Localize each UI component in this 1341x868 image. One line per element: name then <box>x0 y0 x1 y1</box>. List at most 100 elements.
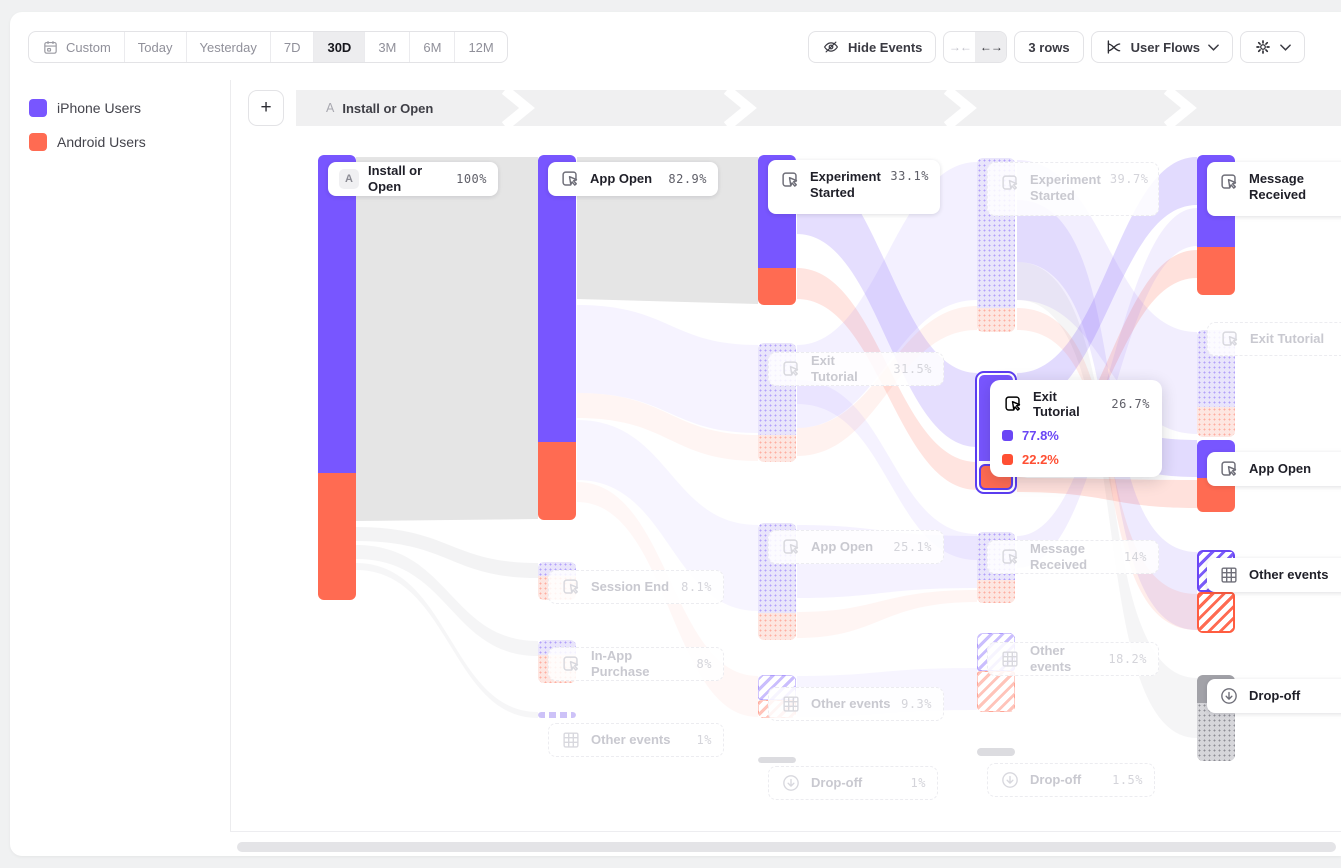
click-icon <box>1219 328 1241 350</box>
flow-node-card-message-received[interactable]: Message Received <box>1207 162 1341 216</box>
click-icon <box>779 169 801 191</box>
flow-node-card-other-events[interactable]: Other events 18.2% <box>987 642 1159 676</box>
sidebar-divider <box>230 80 231 832</box>
date-range-today[interactable]: Today <box>125 32 187 62</box>
flow-node-card-drop-off[interactable]: Drop-off 1.5% <box>987 763 1155 797</box>
flow-node-bar-install-or-open[interactable] <box>318 155 356 600</box>
horizontal-scrollbar[interactable] <box>237 842 1336 852</box>
event-percentage: 82.9% <box>668 172 707 186</box>
chevron-down-icon <box>1280 43 1291 51</box>
settings-dropdown[interactable] <box>1239 31 1305 63</box>
event-label: Drop-off <box>1030 771 1082 787</box>
flow-node-bar-drop-off[interactable] <box>758 757 796 763</box>
flow-node-card-exit-tutorial[interactable]: Exit Tutorial <box>1207 322 1341 356</box>
flow-node-card-experiment-started[interactable]: Experiment Started 33.1% <box>768 160 940 214</box>
flow-node-card-drop-off[interactable]: Drop-off <box>1207 679 1341 713</box>
step-band[interactable]: A Install or Open <box>296 90 1341 126</box>
gear-icon <box>1254 38 1272 56</box>
event-label: Message Received <box>1249 171 1307 203</box>
start-event-badge: A <box>326 101 335 115</box>
add-step-button[interactable]: + <box>248 90 284 126</box>
flow-node-card-drop-off[interactable]: Drop-off 1% <box>768 766 938 800</box>
date-range-yesterday[interactable]: Yesterday <box>187 32 271 62</box>
date-range-30d[interactable]: 30D <box>314 32 366 62</box>
flow-node-card-in-app-purchase[interactable]: In-App Purchase 8% <box>548 647 724 681</box>
date-range-12m[interactable]: 12M <box>468 39 494 55</box>
node-tooltip: Exit Tutorial 26.7% 77.8% 22.2% <box>990 380 1162 477</box>
start-event-label: Install or Open <box>342 100 434 116</box>
event-label: Other events <box>1030 642 1072 674</box>
click-icon <box>560 576 582 598</box>
event-label: Other events <box>591 731 671 747</box>
date-range-3m[interactable]: 3M <box>365 32 411 62</box>
flow-node-card-experiment-started[interactable]: Experiment Started 39.7% <box>987 162 1159 216</box>
flow-node-card-other-events[interactable]: Other events 1% <box>548 723 724 757</box>
flow-node-card-other-events[interactable]: Other events <box>1207 558 1341 592</box>
event-percentage: 9.3% <box>901 697 932 711</box>
click-icon <box>1002 393 1024 415</box>
event-label: Drop-off <box>811 774 863 790</box>
eye-off-icon <box>822 38 840 56</box>
grid-icon <box>560 729 582 751</box>
rows-button[interactable]: 3 rows <box>1014 31 1084 63</box>
flow-node-card-app-open[interactable]: App Open <box>1207 452 1341 486</box>
chevron-down-icon <box>1208 43 1219 51</box>
bar-segment <box>977 308 1015 332</box>
date-range-6m[interactable]: 6M <box>410 32 456 62</box>
grid-icon <box>1218 564 1240 586</box>
legend-label: iPhone Users <box>57 100 142 116</box>
legend-item-android-users[interactable]: Android Users <box>29 133 146 151</box>
event-badge-a: A <box>339 169 359 189</box>
flow-node-card-install-or-open[interactable]: A Install or Open 100% <box>328 162 498 196</box>
collapse-columns-button[interactable]: →← <box>948 40 972 54</box>
event-label: Drop-off <box>1249 687 1301 703</box>
event-label: Session End <box>591 578 670 594</box>
bar-segment <box>977 671 1015 712</box>
flow-node-card-session-end[interactable]: Session End 8.1% <box>548 570 724 604</box>
flow-node-card-app-open[interactable]: App Open 25.1% <box>768 530 944 564</box>
event-label: Exit Tutorial <box>1250 330 1325 346</box>
date-range-selector: Custom Today Yesterday 7D 30D 3M 6M 12M <box>28 31 508 63</box>
canvas-bottom-border <box>230 831 1341 832</box>
calendar-icon <box>42 39 59 56</box>
event-percentage: 100% <box>456 172 487 186</box>
date-range-label: Custom <box>66 39 111 55</box>
flow-node-card-message-received[interactable]: Message Received 14% <box>987 540 1159 574</box>
legend-label: Android Users <box>57 134 146 150</box>
click-icon <box>559 168 581 190</box>
flow-node-card-exit-tutorial[interactable]: Exit Tutorial 31.5% <box>768 352 944 386</box>
flow-node-card-app-open[interactable]: App Open 82.9% <box>548 162 718 196</box>
click-icon <box>560 653 582 675</box>
legend-swatch-android <box>29 133 47 151</box>
date-range-custom[interactable]: Custom <box>29 32 125 62</box>
event-label: Exit Tutorial <box>811 352 858 384</box>
click-icon <box>780 536 802 558</box>
hide-events-button[interactable]: Hide Events <box>808 31 937 63</box>
date-range-7d[interactable]: 7D <box>271 32 315 62</box>
flow-node-bar-other-events[interactable] <box>538 712 576 718</box>
click-icon <box>1218 458 1240 480</box>
event-percentage: 31.5% <box>893 362 932 376</box>
bar-segment <box>758 757 796 763</box>
bar-segment <box>318 155 356 473</box>
bar-segment <box>1197 247 1235 295</box>
event-label: Message Received <box>1030 540 1088 572</box>
flow-node-card-other-events[interactable]: Other events 9.3% <box>768 687 944 721</box>
tooltip-breakdown-row: 22.2% <box>1002 452 1150 467</box>
tooltip-breakdown-row: 77.8% <box>1002 428 1150 443</box>
column-width-toggle: →← ←→ <box>943 31 1008 63</box>
bar-segment <box>758 268 796 305</box>
bar-segment <box>1197 592 1235 633</box>
expand-columns-button[interactable]: ←→ <box>975 32 1007 62</box>
event-percentage: 18.2% <box>1108 652 1147 666</box>
flow-node-bar-drop-off[interactable] <box>977 748 1015 756</box>
grid-icon <box>999 648 1021 670</box>
bar-segment <box>977 748 1015 756</box>
legend-item-iphone-users[interactable]: iPhone Users <box>29 99 141 117</box>
flow-node-bar-app-open[interactable] <box>538 155 576 520</box>
view-selector-dropdown[interactable]: User Flows <box>1090 31 1233 63</box>
user-flows-icon <box>1105 38 1123 56</box>
event-label: App Open <box>811 538 874 554</box>
click-icon <box>999 546 1021 568</box>
breakdown-percentage: 77.8% <box>1022 428 1059 443</box>
